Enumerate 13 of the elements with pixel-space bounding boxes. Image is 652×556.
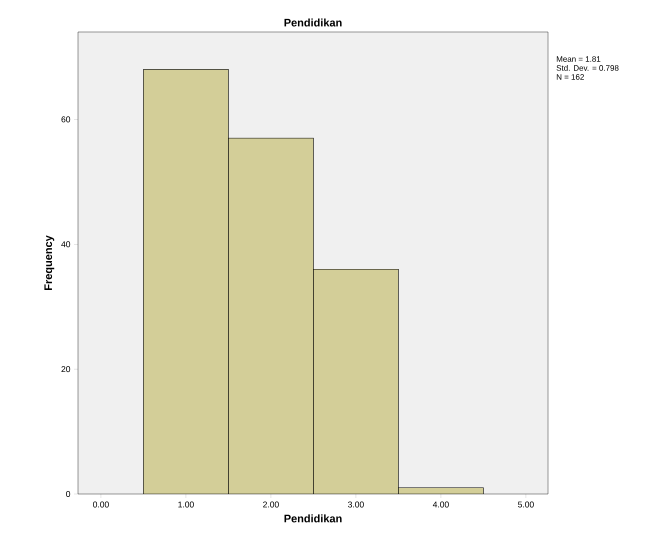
x-tick-label: 5.00 bbox=[518, 502, 534, 508]
chart-title: Pendidikan bbox=[284, 18, 342, 26]
y-tick-label: 0 bbox=[66, 491, 70, 497]
x-tick-label: 3.00 bbox=[348, 502, 364, 508]
x-tick-label: 2.00 bbox=[263, 502, 279, 508]
x-tick-label: 4.00 bbox=[432, 502, 449, 508]
y-tick-label: 40 bbox=[61, 241, 70, 248]
x-axis-title: Pendidikan bbox=[284, 514, 342, 522]
x-tick-label: 0.00 bbox=[93, 502, 109, 508]
y-axis-title: Frequency bbox=[44, 235, 54, 290]
y-tick-label: 60 bbox=[62, 116, 70, 122]
x-tick-label: 1.00 bbox=[178, 502, 194, 508]
y-tick-label: 20 bbox=[61, 366, 70, 372]
